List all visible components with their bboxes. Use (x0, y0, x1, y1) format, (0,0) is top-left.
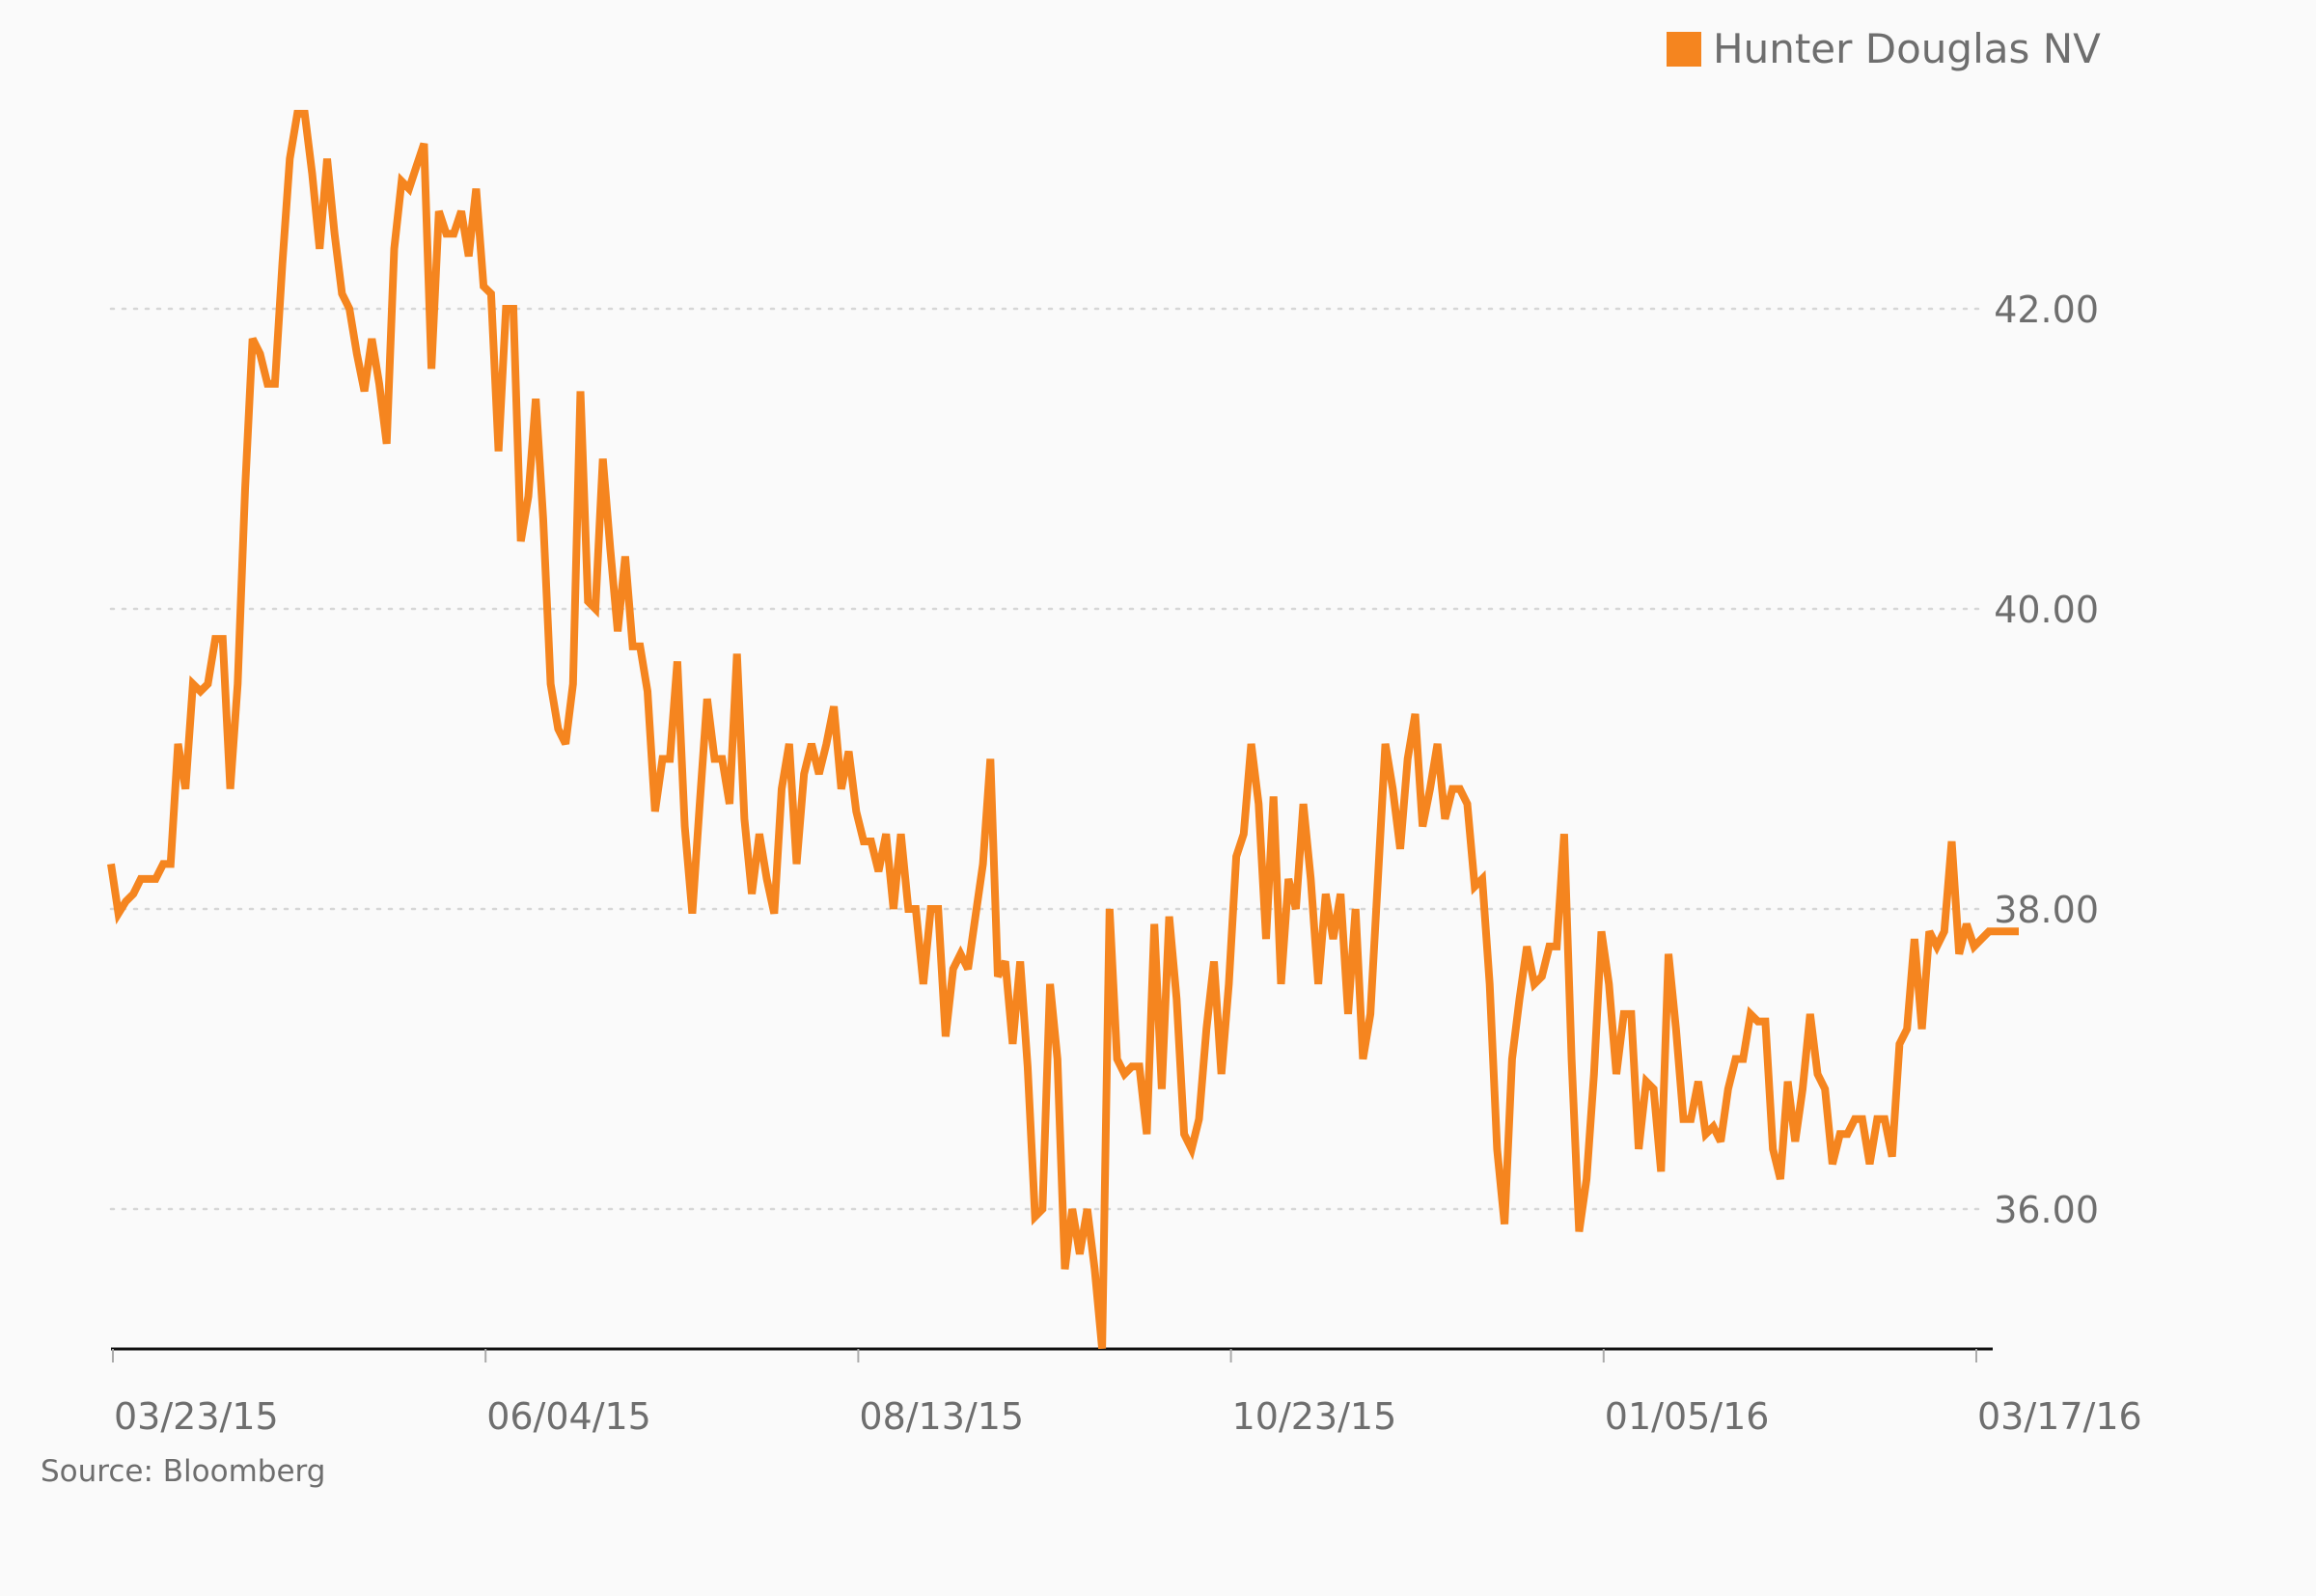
y-tick-label: 38.00 (1994, 889, 2099, 931)
x-tick-label: 03/23/15 (114, 1395, 279, 1438)
x-axis-ticks: 03/23/15 06/04/15 08/13/15 10/23/15 01/05/16… (112, 1349, 2142, 1438)
y-tick-label: 36.00 (1994, 1189, 2099, 1231)
y-axis-ticks: 36.00 38.00 40.00 42.00 (1994, 289, 2099, 1231)
y-tick-label: 42.00 (1994, 289, 2099, 331)
x-tick-label: 06/04/15 (486, 1395, 651, 1438)
y-tick-label: 40.00 (1994, 589, 2099, 631)
series-layer (107, 109, 2019, 1349)
x-tick-label: 10/23/15 (1232, 1395, 1397, 1438)
x-tick-label: 08/13/15 (859, 1395, 1024, 1438)
x-tick-label: 01/05/16 (1605, 1395, 1770, 1438)
source-note: Source: Bloomberg (41, 1454, 325, 1489)
x-tick-label: 03/17/16 (1977, 1395, 2142, 1438)
series-line-hunter-douglas (107, 109, 2019, 1349)
legend-label: Hunter Douglas NV (1713, 25, 2101, 72)
legend-swatch (1667, 32, 1701, 67)
legend: Hunter Douglas NV (1667, 25, 2101, 72)
